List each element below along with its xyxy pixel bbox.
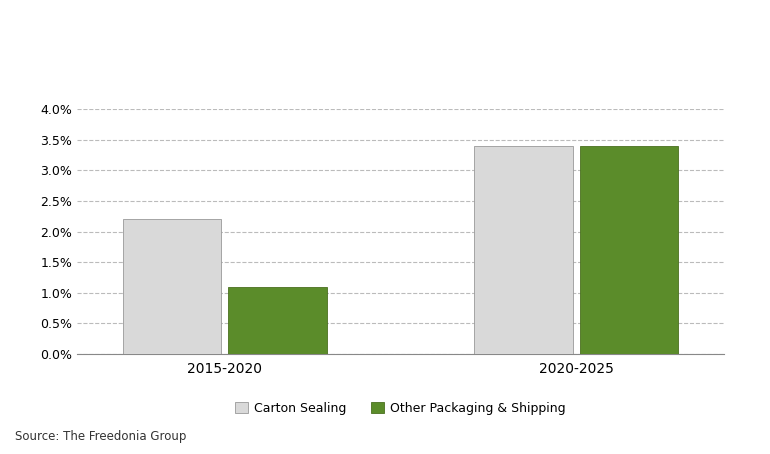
Bar	[474, 146, 573, 354]
Bar	[580, 146, 678, 354]
Bar	[228, 287, 326, 354]
Text: Source: The Freedonia Group: Source: The Freedonia Group	[15, 429, 187, 443]
Text: Figure 4-5 | Global Packaging & Shipping Tape Demand Growth by Product, 2015 – 2: Figure 4-5 | Global Packaging & Shipping…	[9, 15, 717, 28]
Text: Freedonia: Freedonia	[602, 85, 679, 99]
Legend: Carton Sealing, Other Packaging & Shipping: Carton Sealing, Other Packaging & Shippi…	[230, 397, 571, 420]
Bar	[122, 219, 221, 354]
